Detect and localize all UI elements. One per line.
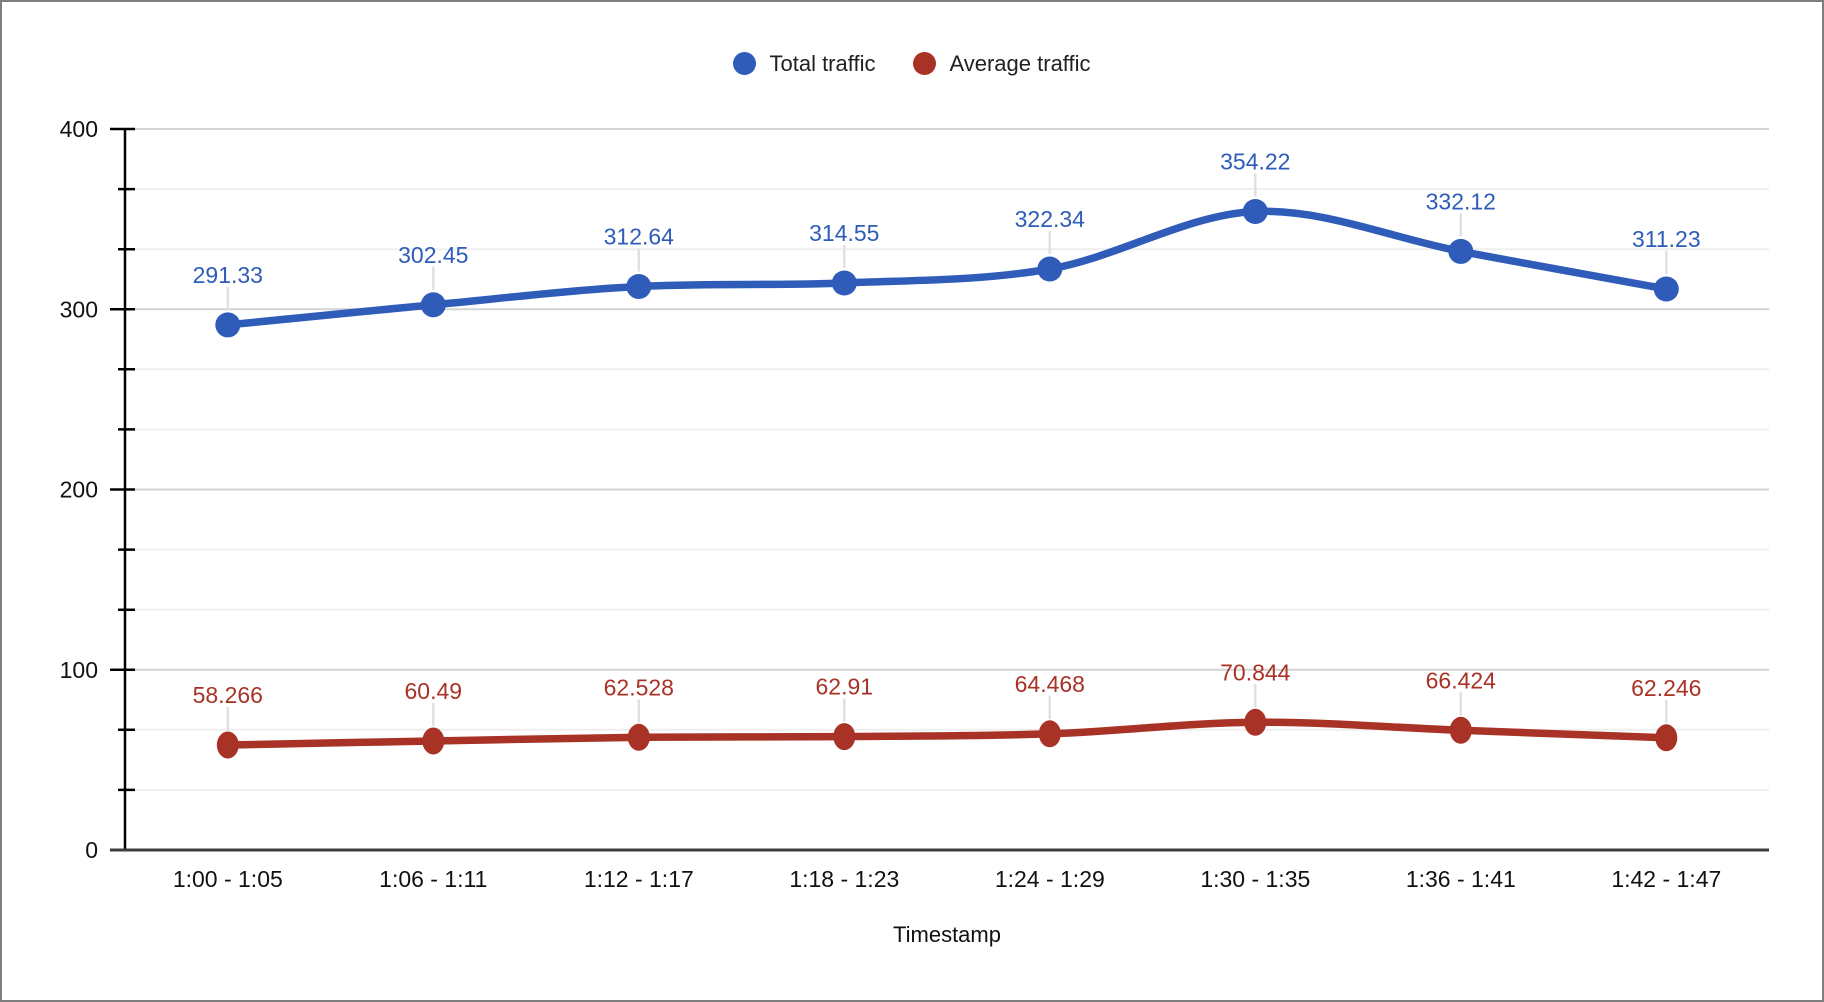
data-label-total-traffic: 302.45 — [398, 242, 468, 268]
data-point-total-traffic[interactable] — [1242, 199, 1268, 224]
data-label-total-traffic: 291.33 — [193, 262, 263, 288]
data-label-average-traffic: 62.91 — [816, 674, 874, 700]
data-point-average-traffic[interactable] — [627, 723, 650, 751]
x-tick-label: 1:06 - 1:11 — [379, 866, 487, 892]
data-point-total-traffic[interactable] — [1448, 238, 1474, 264]
legend-item-total-traffic[interactable]: Total traffic — [733, 52, 875, 75]
x-tick-label: 1:18 - 1:23 — [789, 866, 899, 892]
data-label-total-traffic: 311.23 — [1632, 226, 1701, 252]
data-label-average-traffic: 60.49 — [405, 678, 463, 704]
total-traffic-swatch-icon — [733, 52, 757, 75]
data-point-total-traffic[interactable] — [626, 274, 652, 299]
data-point-average-traffic[interactable] — [1244, 708, 1267, 736]
legend: Total traffic Average traffic — [2, 52, 1822, 75]
data-point-average-traffic[interactable] — [1449, 716, 1472, 744]
data-point-total-traffic[interactable] — [1037, 256, 1063, 282]
series-line-average-traffic — [224, 718, 1671, 749]
x-tick-label: 1:24 - 1:29 — [995, 866, 1105, 892]
data-label-total-traffic: 332.12 — [1426, 188, 1496, 214]
data-label-average-traffic: 64.468 — [1015, 671, 1085, 697]
data-point-total-traffic[interactable] — [1653, 276, 1679, 302]
data-label-average-traffic: 58.266 — [193, 682, 263, 708]
series-line-total-traffic — [224, 207, 1671, 329]
y-tick-label: 400 — [60, 116, 98, 142]
legend-label: Total traffic — [769, 50, 876, 76]
data-point-total-traffic[interactable] — [215, 312, 241, 338]
data-label-average-traffic: 66.424 — [1426, 667, 1497, 693]
data-point-total-traffic[interactable] — [420, 292, 446, 318]
data-label-average-traffic: 70.844 — [1220, 659, 1291, 685]
data-point-total-traffic[interactable] — [831, 270, 857, 296]
x-tick-label: 1:30 - 1:35 — [1200, 866, 1310, 892]
data-point-average-traffic[interactable] — [1038, 720, 1061, 748]
data-point-average-traffic[interactable] — [833, 723, 856, 751]
data-label-total-traffic: 354.22 — [1220, 149, 1290, 175]
y-tick-label: 300 — [60, 296, 98, 322]
data-label-average-traffic: 62.528 — [604, 674, 674, 700]
x-tick-label: 1:00 - 1:05 — [173, 866, 283, 892]
data-label-average-traffic: 62.246 — [1631, 675, 1701, 701]
y-tick-label: 200 — [60, 477, 98, 503]
x-tick-label: 1:36 - 1:41 — [1406, 866, 1516, 892]
data-label-total-traffic: 314.55 — [809, 220, 879, 246]
data-label-total-traffic: 322.34 — [1015, 206, 1086, 232]
data-point-average-traffic[interactable] — [216, 731, 239, 759]
legend-label: Average traffic — [949, 50, 1091, 76]
data-point-average-traffic[interactable] — [422, 727, 445, 755]
average-traffic-swatch-icon — [913, 52, 937, 75]
legend-item-average-traffic[interactable]: Average traffic — [913, 50, 1091, 76]
x-axis-title: Timestamp — [893, 922, 1001, 947]
x-tick-label: 1:12 - 1:17 — [584, 866, 694, 892]
y-tick-label: 100 — [60, 657, 98, 683]
y-tick-label: 0 — [85, 837, 98, 863]
x-tick-label: 1:42 - 1:47 — [1611, 866, 1721, 892]
data-point-average-traffic[interactable] — [1655, 724, 1678, 752]
data-label-total-traffic: 312.64 — [604, 224, 675, 250]
